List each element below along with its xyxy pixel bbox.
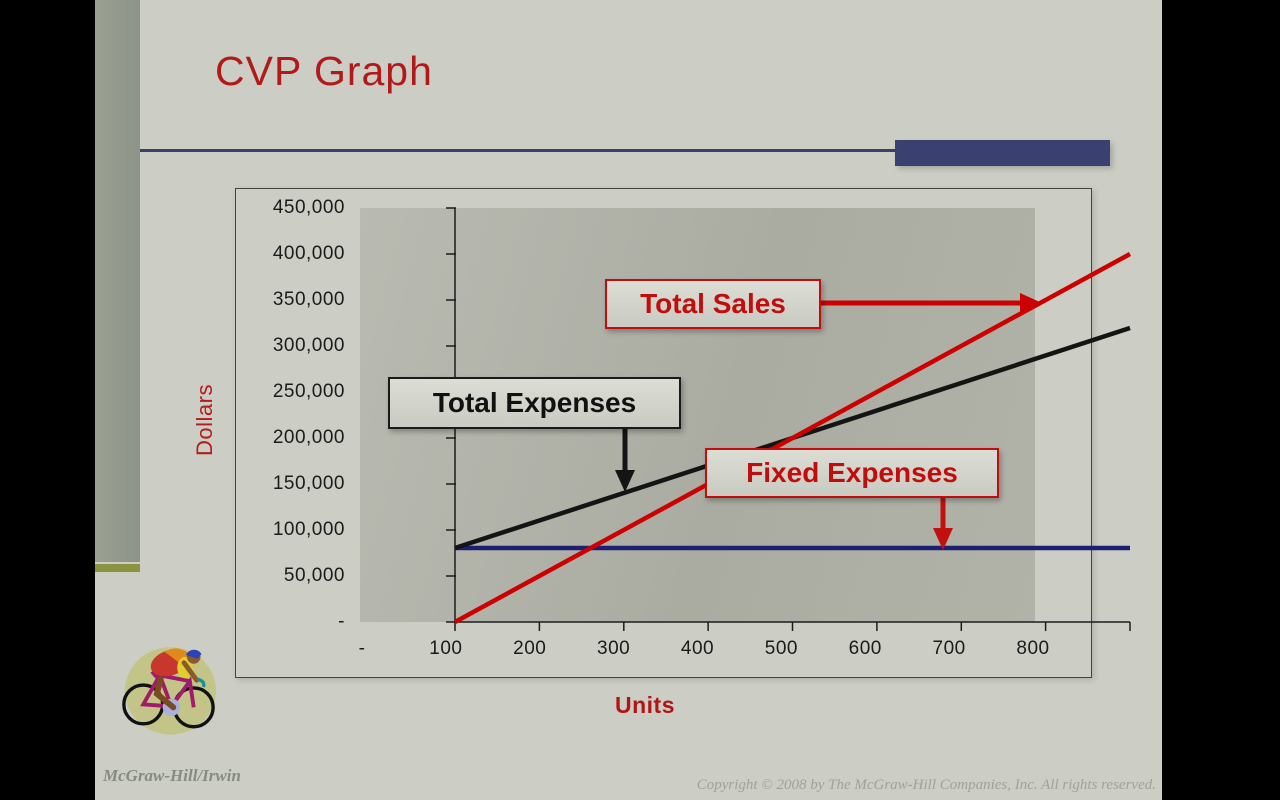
y-axis-title: Dollars [192, 384, 217, 456]
y-tick-label: 100,000 [272, 519, 345, 540]
x-tick-label: 600 [848, 638, 882, 659]
fixed-expenses-callout-label: Fixed Expenses [746, 457, 958, 488]
chart-canvas [446, 207, 1132, 631]
title-divider-accent-block [895, 140, 1110, 166]
page-title: CVP Graph [215, 48, 433, 94]
footer-publisher: McGraw-Hill/Irwin [103, 766, 241, 785]
x-tick-label: 400 [680, 638, 715, 659]
x-axis-labels: - 100 200 300 400 500 600 700 800 [330, 638, 1065, 660]
total-sales-callout: Total Sales [605, 279, 821, 329]
fixed-expenses-callout: Fixed Expenses [705, 448, 999, 498]
total-expenses-arrow [615, 428, 635, 492]
cyclist-clipart-icon [122, 647, 217, 735]
y-tick-label: 450,000 [272, 197, 345, 218]
fixed-expenses-arrow [933, 498, 953, 550]
x-tick-label: - [358, 638, 366, 659]
x-tick-label: 800 [1016, 638, 1050, 659]
footer-copyright: Copyright © 2008 by The McGraw-Hill Comp… [696, 777, 1156, 793]
y-tick-label: 350,000 [272, 289, 345, 310]
chart-frame [235, 188, 1092, 678]
side-strip-accent [95, 564, 140, 572]
x-tick-label: 300 [597, 638, 631, 659]
title-divider-line [140, 149, 900, 152]
slide: CVP Graph [95, 0, 1162, 800]
y-tick-label: 400,000 [272, 243, 345, 264]
total-sales-line [453, 252, 1132, 624]
total-expenses-callout-label: Total Expenses [432, 387, 637, 418]
x-tick-label: 700 [932, 638, 966, 659]
total-sales-callout-label: Total Sales [640, 288, 786, 319]
x-axis-ticks [454, 622, 1131, 631]
y-tick-label: 150,000 [272, 473, 345, 494]
side-strip [95, 0, 140, 562]
y-tick-label: 50,000 [283, 565, 345, 586]
y-tick-label: 250,000 [272, 381, 345, 402]
total-expenses-callout: Total Expenses [388, 377, 681, 429]
y-tick-label: 300,000 [272, 335, 345, 356]
x-tick-label: 200 [513, 638, 547, 659]
total-sales-arrow [817, 293, 1042, 313]
x-axis-title: Units [615, 692, 675, 718]
y-tick-label: 200,000 [272, 427, 345, 448]
y-axis-labels: 450,000 400,000 350,000 300,000 250,000 … [195, 197, 345, 633]
x-tick-label: 100 [429, 638, 463, 659]
x-tick-label: 500 [764, 638, 798, 659]
y-tick-label: - [338, 611, 345, 632]
